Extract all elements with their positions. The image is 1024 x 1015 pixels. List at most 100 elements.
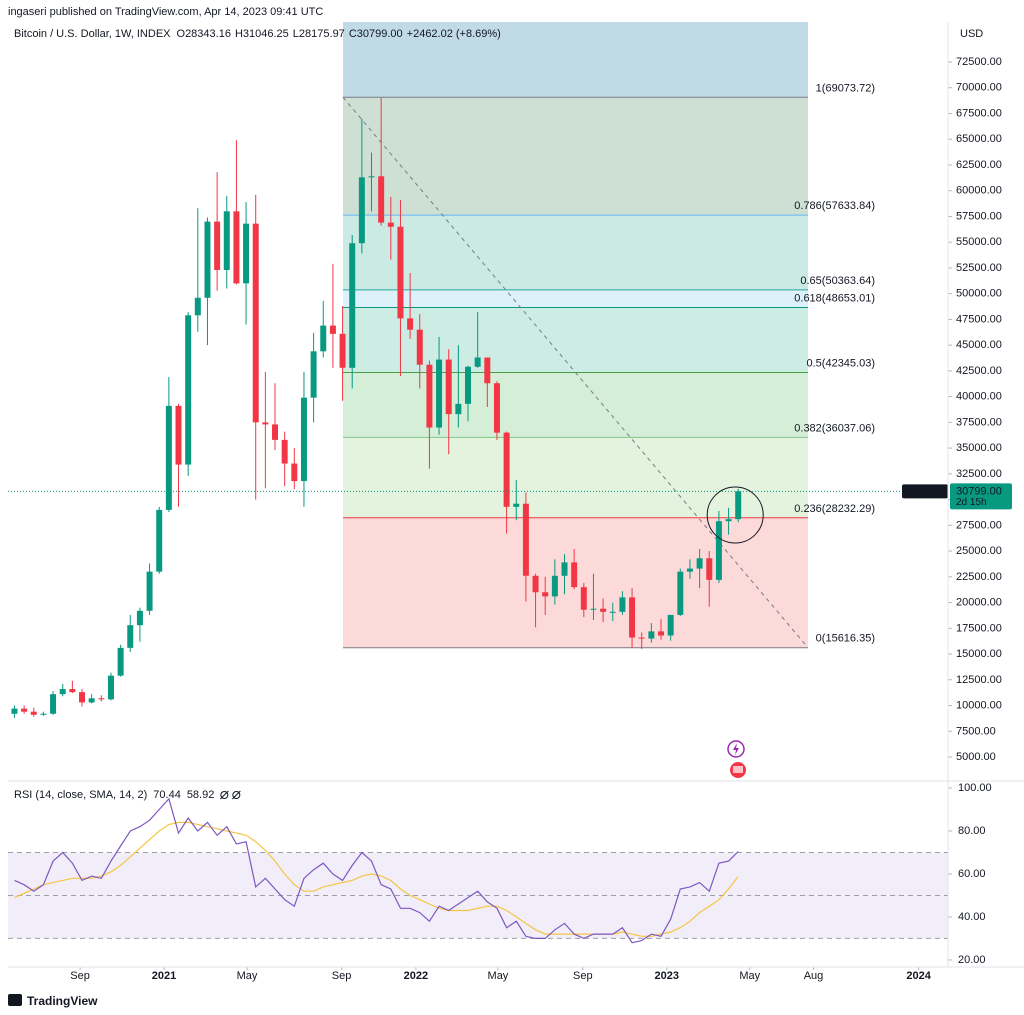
candle-body xyxy=(59,689,66,695)
y-tick-label: 35000.00 xyxy=(956,442,1002,454)
candle-body xyxy=(300,397,307,482)
candle-body xyxy=(725,519,732,522)
candle-body xyxy=(513,503,520,507)
candle-body xyxy=(484,357,491,384)
rsi-legend-value: 58.92 xyxy=(187,789,215,801)
fib-level-label: 0.382(36037.06) xyxy=(794,422,875,434)
candle-body xyxy=(194,297,201,316)
y-tick-label: 25000.00 xyxy=(956,545,1002,557)
fib-zone xyxy=(343,22,808,98)
candle-body xyxy=(262,422,269,425)
y-tick-label: 52500.00 xyxy=(956,262,1002,274)
candle-body xyxy=(658,631,665,636)
candle-body xyxy=(706,558,713,580)
ohlc-value: 28343.16 xyxy=(185,28,231,40)
candle-body xyxy=(696,558,703,569)
y-tick-label: 10000.00 xyxy=(956,700,1002,712)
fib-level-label: 0.236(28232.29) xyxy=(794,503,875,515)
y-tick-label: 62500.00 xyxy=(956,159,1002,171)
candle-body xyxy=(715,521,722,580)
y-tick-label: 60.00 xyxy=(958,868,986,880)
axis-unit: USD xyxy=(960,28,983,40)
fib-level-label: 0.5(42345.03) xyxy=(807,357,876,369)
rsi-legend-value: 70.44 xyxy=(153,789,181,801)
candle-body xyxy=(136,610,143,626)
x-tick-label: Sep xyxy=(70,970,90,982)
candle-body xyxy=(465,366,472,404)
change-value: +2462.02 (+8.69%) xyxy=(407,28,501,40)
candle-body xyxy=(339,333,346,368)
candle-body xyxy=(127,625,134,648)
publisher-line: ingaseri published on TradingView.com, A… xyxy=(8,6,323,18)
y-tick-label: 37500.00 xyxy=(956,416,1002,428)
legend-icon xyxy=(232,791,241,799)
candle-body xyxy=(281,439,288,464)
chart-title: Bitcoin / U.S. Dollar, 1W, INDEX xyxy=(14,28,171,40)
candle-body xyxy=(474,357,481,367)
fib-zone xyxy=(343,97,808,216)
fib-level-label: 0.786(57633.84) xyxy=(794,200,875,212)
candle-body xyxy=(146,571,153,611)
candle-body xyxy=(561,562,568,576)
candle-body xyxy=(117,647,124,676)
x-tick-label: May xyxy=(237,970,258,982)
ohlc-key: O xyxy=(177,28,186,40)
candle-body xyxy=(590,608,597,610)
legend-icon xyxy=(220,791,229,799)
candle-body xyxy=(600,608,607,612)
candle-body xyxy=(619,597,626,612)
candle-body xyxy=(21,708,28,712)
legend-icon-slash xyxy=(231,790,241,800)
y-tick-label: 20.00 xyxy=(958,954,986,966)
fib-zone xyxy=(343,289,808,308)
candle-body xyxy=(223,211,230,270)
candle-body xyxy=(165,405,172,510)
rsi-line xyxy=(14,797,739,944)
candle-body xyxy=(648,631,655,639)
y-tick-label: 40.00 xyxy=(958,911,986,923)
candle-body xyxy=(156,509,163,572)
fib-zone xyxy=(343,215,808,290)
fib-level-label: 0.618(48653.01) xyxy=(794,293,875,305)
candle-body xyxy=(455,403,462,415)
candle-body xyxy=(175,405,182,465)
x-tick-label: Sep xyxy=(332,970,352,982)
x-tick-label: Aug xyxy=(804,970,824,982)
fib-level-label: 0(15616.35) xyxy=(816,633,875,645)
candle-body xyxy=(349,243,356,368)
x-tick-label: 2024 xyxy=(906,970,931,982)
x-tick-label: May xyxy=(488,970,509,982)
x-tick-label: Sep xyxy=(573,970,593,982)
y-tick-label: 20000.00 xyxy=(956,597,1002,609)
candle-body xyxy=(571,562,578,588)
countdown-label: 2d 15h xyxy=(956,497,987,508)
fib-level-label: 0.65(50363.64) xyxy=(800,275,875,287)
ohlc-key: L xyxy=(293,28,299,40)
candle-body xyxy=(629,597,636,638)
y-tick-label: 45000.00 xyxy=(956,339,1002,351)
candle-body xyxy=(233,211,240,284)
y-tick-label: 42500.00 xyxy=(956,365,1002,377)
y-tick-label: 15000.00 xyxy=(956,648,1002,660)
x-tick-label: 2023 xyxy=(655,970,679,982)
candle-body xyxy=(542,592,549,597)
candle-body xyxy=(609,611,616,613)
candle-body xyxy=(638,637,645,639)
candle-body xyxy=(503,432,510,507)
candle-body xyxy=(252,223,259,423)
overlay: TradingView xyxy=(8,22,1024,1008)
candle-body xyxy=(69,689,76,693)
rsi-pane: Sep 2021 May Sep 2022 May Sep 2023 May Aug 2024 20.… xyxy=(8,782,992,982)
candle-body xyxy=(98,698,105,700)
y-tick-label: 47500.00 xyxy=(956,313,1002,325)
candle-body xyxy=(686,568,693,572)
candle-body xyxy=(735,491,742,520)
y-tick-label: 7500.00 xyxy=(956,725,996,737)
y-tick-label: 57500.00 xyxy=(956,210,1002,222)
candle-body xyxy=(493,383,500,433)
candle-body xyxy=(204,221,211,298)
x-tick-label: 2022 xyxy=(404,970,428,982)
symbol-tag-label: BTCUSD xyxy=(904,486,945,497)
candle-body xyxy=(368,176,375,178)
